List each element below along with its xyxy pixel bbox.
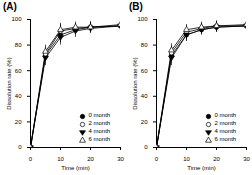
svg-text:2 month: 2 month xyxy=(215,120,237,126)
svg-text:Time (min): Time (min) xyxy=(187,165,215,171)
svg-text:2 month: 2 month xyxy=(89,120,111,126)
svg-text:30: 30 xyxy=(243,156,250,162)
svg-text:20: 20 xyxy=(141,119,148,125)
svg-text:0 month: 0 month xyxy=(215,112,237,118)
svg-text:0: 0 xyxy=(18,144,22,150)
svg-text:100: 100 xyxy=(11,16,22,22)
svg-text:40: 40 xyxy=(15,93,22,99)
svg-text:6 month: 6 month xyxy=(89,136,111,142)
svg-text:0 month: 0 month xyxy=(89,112,111,118)
svg-text:100: 100 xyxy=(137,16,148,22)
svg-text:4 month: 4 month xyxy=(215,128,237,134)
svg-text:60: 60 xyxy=(15,68,22,74)
svg-text:Dissolution rate (%): Dissolution rate (%) xyxy=(6,57,12,109)
svg-text:60: 60 xyxy=(141,68,148,74)
svg-text:4 month: 4 month xyxy=(89,128,111,134)
html-text:(B): (B) xyxy=(129,1,143,12)
svg-text:20: 20 xyxy=(213,156,220,162)
svg-text:80: 80 xyxy=(15,42,22,48)
svg-text:0: 0 xyxy=(144,144,148,150)
svg-text:Dissolution rate (%): Dissolution rate (%) xyxy=(132,57,138,109)
svg-text:80: 80 xyxy=(141,42,148,48)
svg-text:0: 0 xyxy=(29,156,33,162)
svg-text:10: 10 xyxy=(57,156,64,162)
svg-text:6 month: 6 month xyxy=(215,136,237,142)
svg-text:40: 40 xyxy=(141,93,148,99)
svg-text:30: 30 xyxy=(117,156,124,162)
svg-text:20: 20 xyxy=(87,156,94,162)
svg-text:20: 20 xyxy=(15,119,22,125)
html-text:(A): (A) xyxy=(3,1,17,12)
svg-text:0: 0 xyxy=(155,156,159,162)
svg-text:Time (min): Time (min) xyxy=(61,165,89,171)
svg-text:10: 10 xyxy=(183,156,190,162)
